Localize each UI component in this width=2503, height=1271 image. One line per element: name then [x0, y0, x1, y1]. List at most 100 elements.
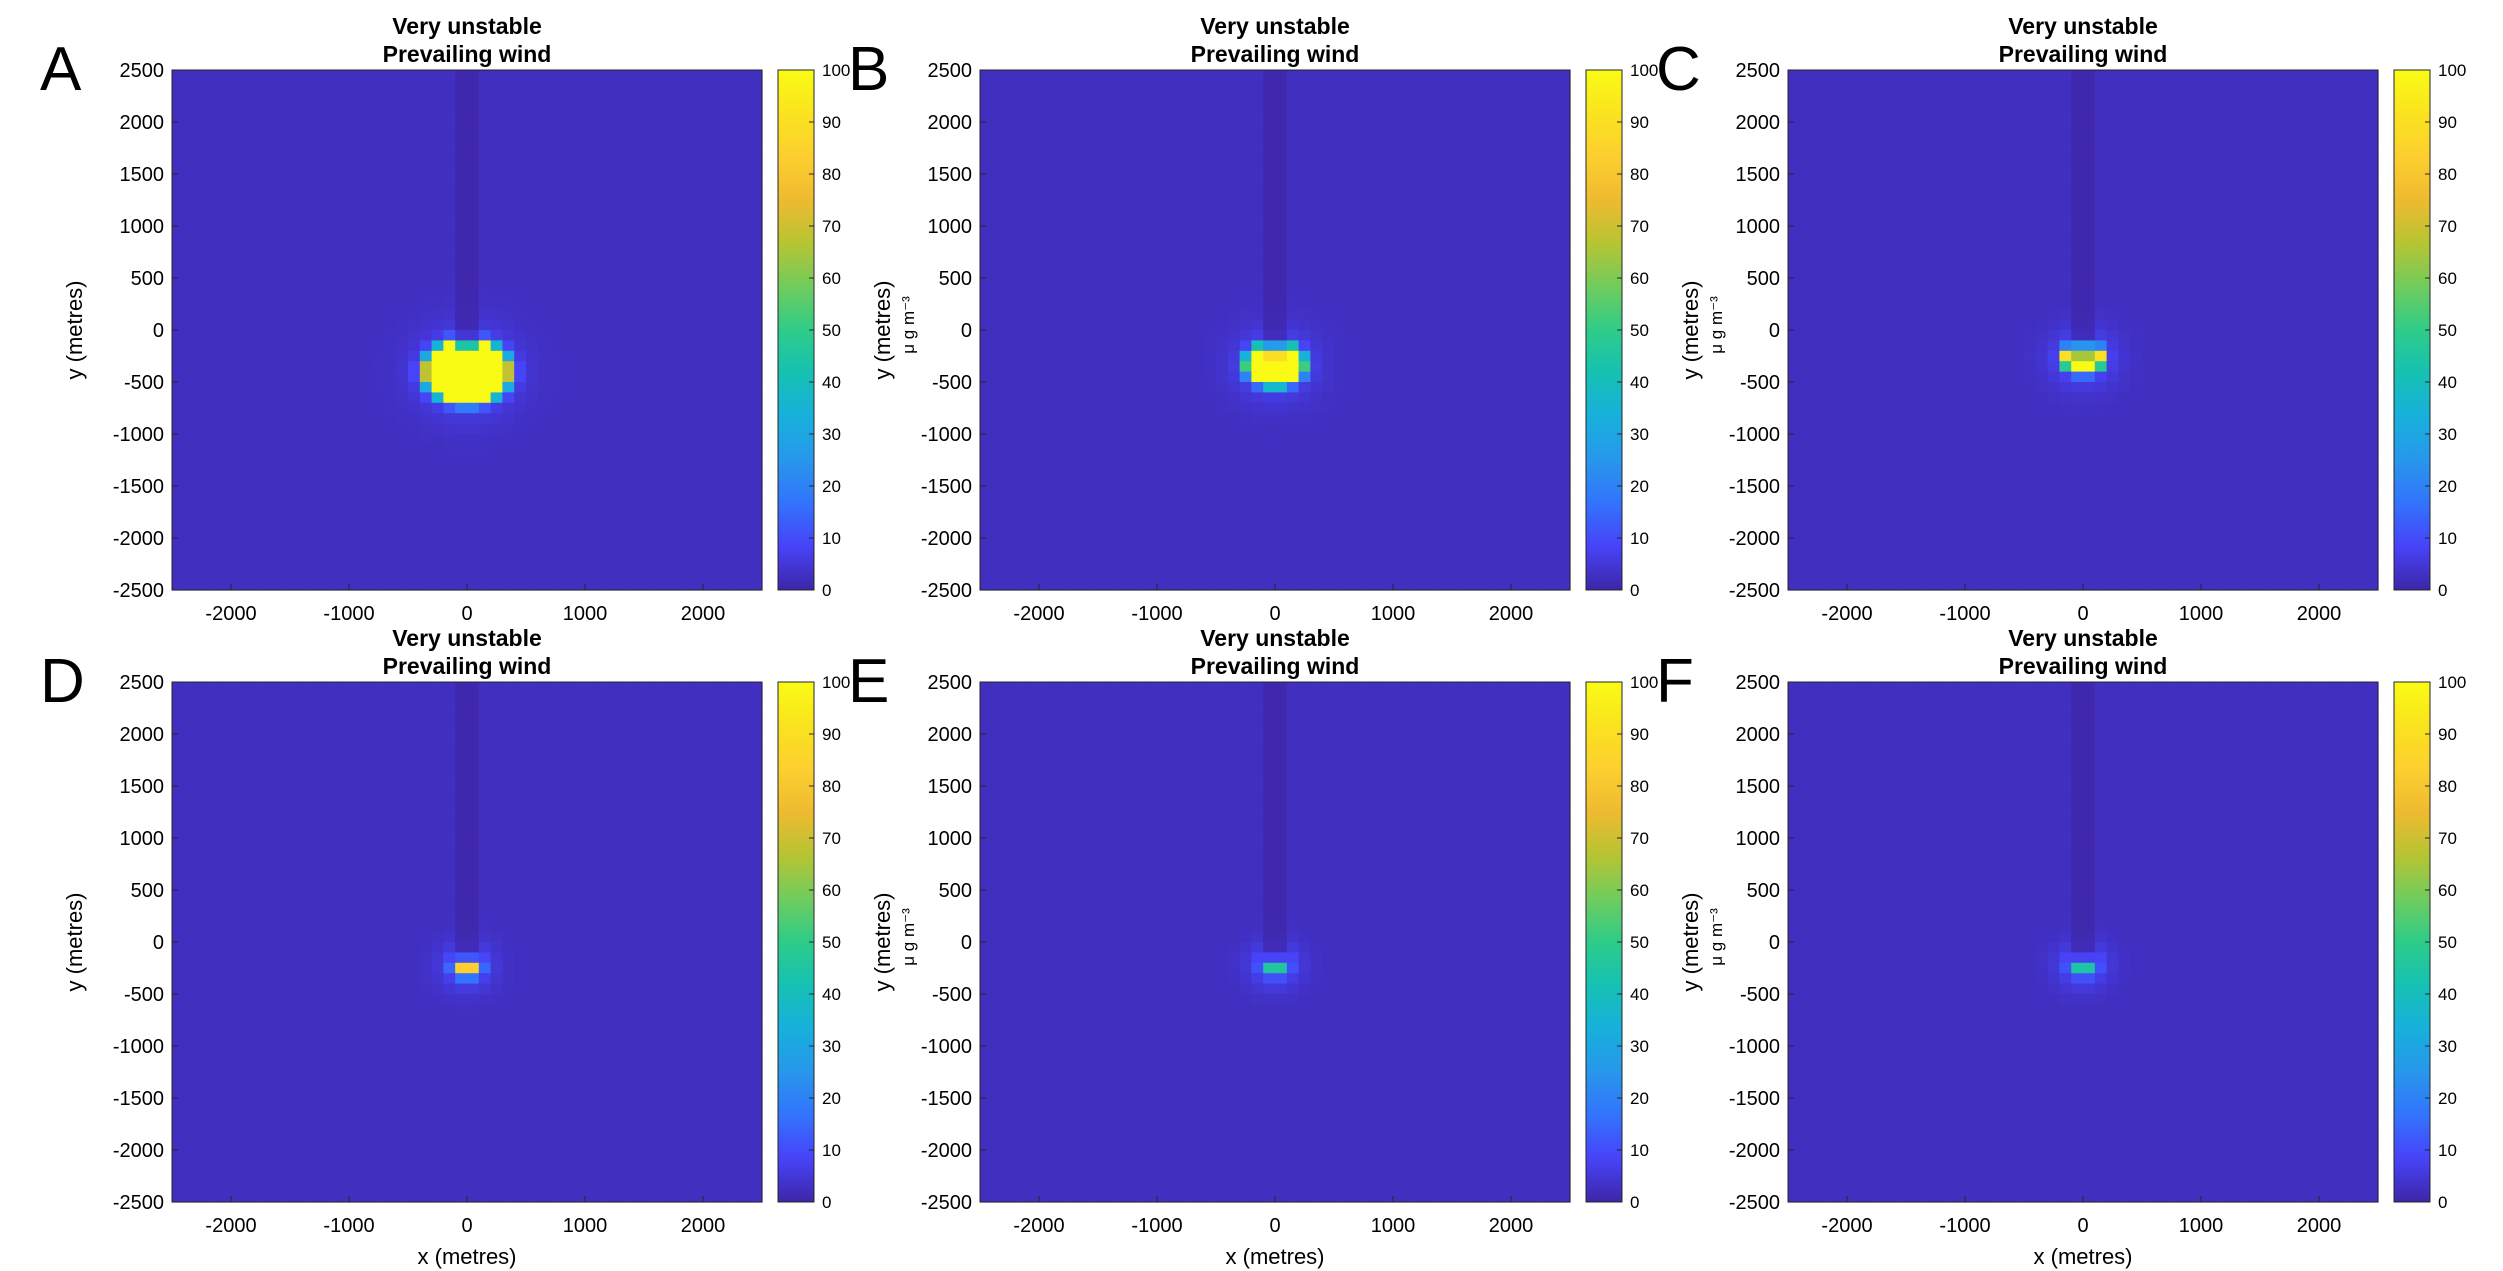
- heatmap-cell: [703, 268, 715, 279]
- heatmap-cell: [1393, 351, 1405, 362]
- heatmap-cell: [691, 80, 703, 91]
- heatmap-cell: [420, 559, 432, 570]
- heatmap-cell: [1192, 247, 1204, 258]
- heatmap-cell: [679, 236, 691, 247]
- heatmap-cell: [1417, 351, 1429, 362]
- heatmap-cell: [750, 268, 762, 279]
- heatmap-cell: [243, 309, 255, 320]
- heatmap-cell: [1558, 372, 1570, 383]
- heatmap-cell: [1428, 132, 1440, 143]
- heatmap-cell: [1440, 132, 1452, 143]
- heatmap-cell: [1169, 268, 1181, 279]
- heatmap-cell: [585, 455, 597, 466]
- heatmap-cell: [1145, 569, 1157, 580]
- heatmap-cell: [1322, 320, 1334, 331]
- heatmap-cell: [703, 569, 715, 580]
- heatmap-cell: [1098, 403, 1110, 414]
- heatmap-cell: [1546, 548, 1558, 559]
- heatmap-cell: [1157, 132, 1169, 143]
- heatmap-cell: [703, 299, 715, 310]
- heatmap-cell: [184, 372, 196, 383]
- heatmap-cell: [1074, 236, 1086, 247]
- heatmap-cell: [455, 413, 467, 424]
- heatmap-cell: [644, 351, 656, 362]
- heatmap-cell: [1098, 465, 1110, 476]
- heatmap-cell: [1499, 372, 1511, 383]
- heatmap-cell: [502, 288, 514, 299]
- y-tick-label: -500: [124, 372, 164, 394]
- heatmap-cell: [1192, 340, 1204, 351]
- heatmap-cell: [1098, 320, 1110, 331]
- heatmap-cell: [1310, 288, 1322, 299]
- heatmap-cell: [1299, 403, 1311, 414]
- heatmap-cell: [632, 143, 644, 154]
- heatmap-cell: [467, 112, 479, 123]
- heatmap-cell: [632, 538, 644, 549]
- heatmap-cell: [1499, 164, 1511, 175]
- heatmap-cell: [1346, 528, 1358, 539]
- heatmap-cell: [231, 112, 243, 123]
- heatmap-cell: [679, 444, 691, 455]
- heatmap-cell: [408, 236, 420, 247]
- heatmap-cell: [1287, 372, 1299, 383]
- heatmap-cell: [1358, 403, 1370, 414]
- heatmap-cell: [361, 257, 373, 268]
- heatmap-cell: [1440, 528, 1452, 539]
- heatmap-cell: [219, 143, 231, 154]
- heatmap-cell: [1381, 143, 1393, 154]
- heatmap-cell: [325, 538, 337, 549]
- heatmap-cell: [561, 299, 573, 310]
- heatmap-cell: [715, 351, 727, 362]
- heatmap-cell: [1393, 205, 1405, 216]
- heatmap-cell: [1240, 70, 1252, 81]
- heatmap-cell: [703, 465, 715, 476]
- heatmap-cell: [1027, 455, 1039, 466]
- heatmap-cell: [750, 278, 762, 289]
- heatmap-cell: [538, 195, 550, 206]
- heatmap-cell: [1216, 434, 1228, 445]
- heatmap-cell: [1275, 91, 1287, 102]
- heatmap-cell: [668, 528, 680, 539]
- heatmap-cell: [455, 382, 467, 393]
- heatmap-cell: [632, 517, 644, 528]
- heatmap-cell: [1240, 195, 1252, 206]
- heatmap-cell: [443, 496, 455, 507]
- heatmap-cell: [1476, 205, 1488, 216]
- heatmap-cell: [172, 236, 184, 247]
- heatmap-cell: [750, 486, 762, 497]
- heatmap-cell: [1145, 184, 1157, 195]
- heatmap-cell: [1051, 392, 1063, 403]
- heatmap-cell: [1369, 247, 1381, 258]
- heatmap-cell: [1334, 455, 1346, 466]
- heatmap-cell: [750, 257, 762, 268]
- heatmap-cell: [1074, 496, 1086, 507]
- colorbar-tick-label: 0: [822, 581, 831, 600]
- heatmap-cell: [1063, 507, 1075, 518]
- heatmap-cell: [255, 403, 267, 414]
- heatmap-cell: [1428, 216, 1440, 227]
- heatmap-cell: [337, 112, 349, 123]
- heatmap-cell: [1322, 205, 1334, 216]
- heatmap-cell: [349, 382, 361, 393]
- heatmap-cell: [514, 164, 526, 175]
- heatmap-cell: [1216, 361, 1228, 372]
- heatmap-cell: [1499, 382, 1511, 393]
- heatmap-cell: [1464, 278, 1476, 289]
- heatmap-cell: [290, 101, 302, 112]
- heatmap-cell: [1015, 569, 1027, 580]
- heatmap-cell: [1263, 268, 1275, 279]
- heatmap-cell: [679, 101, 691, 112]
- heatmap-cell: [1039, 496, 1051, 507]
- heatmap-cell: [266, 372, 278, 383]
- heatmap-cell: [243, 184, 255, 195]
- heatmap-cell: [207, 143, 219, 154]
- heatmap-cell: [302, 226, 314, 237]
- heatmap-cell: [632, 288, 644, 299]
- heatmap-cell: [1499, 392, 1511, 403]
- heatmap-cell: [1122, 184, 1134, 195]
- heatmap-cell: [668, 559, 680, 570]
- heatmap-cell: [266, 143, 278, 154]
- heatmap-cell: [1487, 476, 1499, 487]
- heatmap-cell: [1334, 351, 1346, 362]
